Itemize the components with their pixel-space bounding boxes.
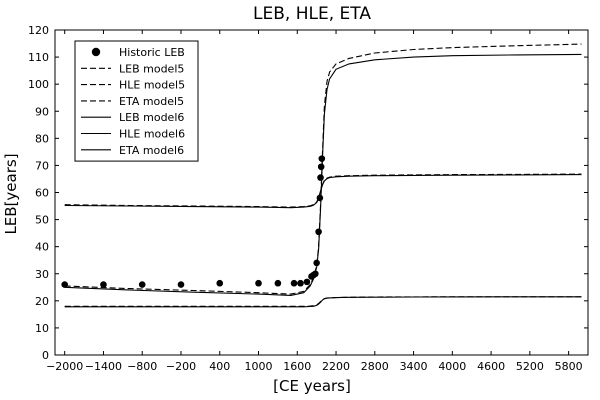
x-tick-label: 4600 bbox=[477, 360, 505, 373]
data-point bbox=[317, 174, 324, 181]
data-point bbox=[303, 278, 311, 286]
series-line bbox=[64, 174, 582, 209]
legend-label: Historic LEB bbox=[119, 46, 185, 59]
y-tick-label: 30 bbox=[35, 268, 49, 281]
data-point bbox=[61, 281, 68, 288]
y-tick-label: 10 bbox=[35, 322, 49, 335]
series-layer bbox=[64, 43, 582, 308]
legend-label: LEB model6 bbox=[119, 111, 184, 124]
data-point bbox=[177, 281, 185, 288]
series-line bbox=[64, 296, 582, 307]
x-tick-label: 1000 bbox=[245, 360, 273, 373]
x-tick-label: 400 bbox=[209, 360, 230, 373]
data-point bbox=[274, 279, 282, 287]
x-tick-label: 5800 bbox=[555, 360, 583, 373]
y-tick-label: 20 bbox=[35, 295, 49, 308]
y-tick-label: 50 bbox=[35, 214, 49, 227]
x-tick-label: −200 bbox=[166, 360, 196, 373]
y-tick-label: 100 bbox=[28, 78, 49, 91]
x-tick-label: 1600 bbox=[283, 360, 311, 373]
data-point bbox=[255, 279, 262, 287]
data-point bbox=[290, 279, 298, 287]
legend-marker bbox=[91, 47, 101, 57]
x-axis-label: [CE years] bbox=[273, 377, 351, 395]
legend: Historic LEB LEB model5 HLE model5 ETA mode… bbox=[74, 40, 199, 162]
y-tick-label: 40 bbox=[35, 241, 49, 254]
x-tick-label: −2000 bbox=[46, 360, 83, 373]
chart-title: LEB, HLE, ETA bbox=[253, 4, 371, 24]
x-tick-label: −800 bbox=[127, 360, 157, 373]
x-tick-label: 2800 bbox=[361, 360, 389, 373]
x-tick-label: 3400 bbox=[400, 360, 428, 373]
data-point bbox=[315, 228, 322, 236]
y-tick-label: 70 bbox=[35, 159, 49, 172]
y-tick-label: 90 bbox=[35, 105, 49, 118]
y-tick-label: 60 bbox=[35, 187, 49, 200]
series-line bbox=[64, 296, 582, 308]
data-point bbox=[216, 279, 224, 287]
scatter-layer bbox=[61, 155, 326, 288]
x-tick-label: −1400 bbox=[85, 360, 122, 373]
data-point bbox=[312, 270, 319, 278]
y-axis-label: LEB[years] bbox=[2, 153, 20, 234]
data-point bbox=[100, 281, 107, 288]
x-tick-label: 4000 bbox=[438, 360, 466, 373]
legend-label: ETA model5 bbox=[119, 95, 184, 108]
axes: −2000 −1400 −800 −200 400 1000 1600 2200 2800 340… bbox=[28, 24, 588, 373]
data-point bbox=[317, 163, 325, 171]
y-tick-label: 110 bbox=[28, 51, 49, 64]
data-point bbox=[318, 155, 326, 162]
legend-label: HLE model5 bbox=[119, 79, 185, 92]
data-point bbox=[297, 279, 304, 287]
data-point bbox=[316, 194, 324, 202]
data-point bbox=[313, 259, 320, 267]
y-tick-label: 120 bbox=[28, 24, 49, 37]
data-point bbox=[138, 281, 146, 288]
series-line bbox=[64, 53, 582, 296]
y-tick-label: 0 bbox=[42, 349, 49, 362]
y-tick-label: 80 bbox=[35, 132, 49, 145]
legend-label: LEB model5 bbox=[119, 62, 184, 75]
legend-label: HLE model6 bbox=[119, 128, 185, 141]
legend-label: ETA model6 bbox=[119, 144, 184, 157]
x-tick-label: 5200 bbox=[516, 360, 544, 373]
x-tick-label: 2200 bbox=[322, 360, 350, 373]
